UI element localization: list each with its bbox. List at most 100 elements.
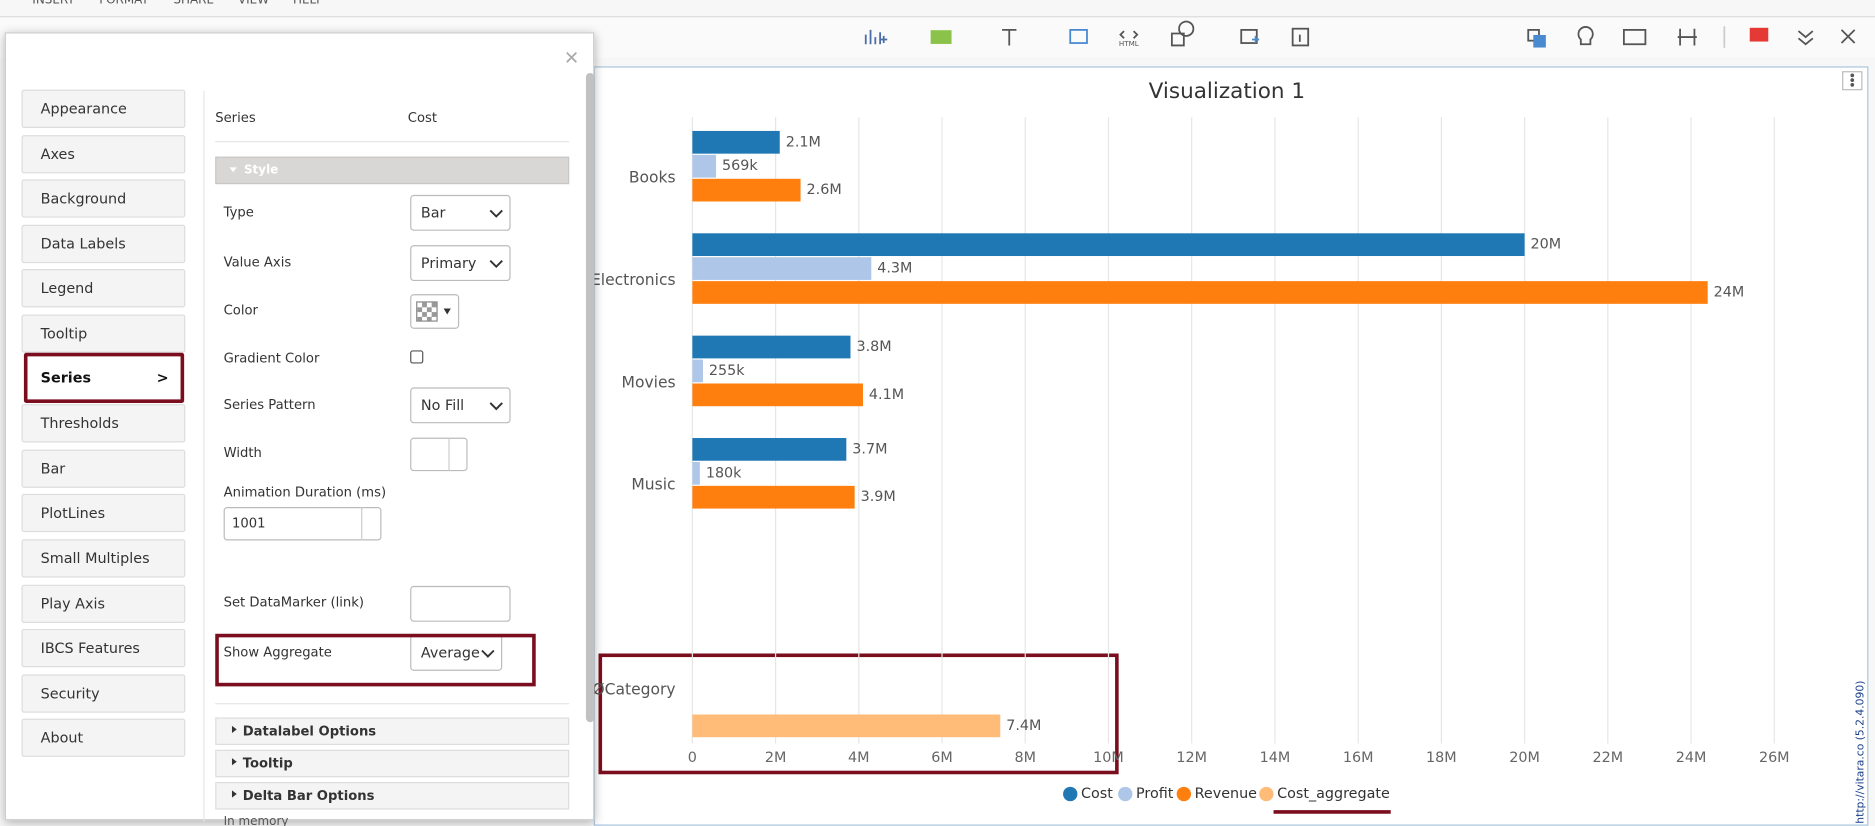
chart-title: Visualization 1 xyxy=(1149,79,1305,104)
legend-label: Profit xyxy=(1136,786,1174,802)
scrollbar xyxy=(585,72,595,723)
swatch-arrow xyxy=(443,308,451,315)
menu-item[interactable]: INSERT xyxy=(32,0,75,8)
text-input[interactable] xyxy=(410,585,511,622)
section-triangle xyxy=(231,725,237,734)
x-tick-label: 24M xyxy=(1676,750,1707,766)
separator xyxy=(215,141,570,143)
category-label: Electronics xyxy=(591,271,676,289)
bar xyxy=(692,461,700,485)
nav-button[interactable]: Bar xyxy=(21,449,186,488)
value-label: 569k xyxy=(722,158,758,174)
highlight-box xyxy=(215,633,536,687)
field-label: Animation Duration (ms) xyxy=(223,484,387,500)
x-tick-label: 8M xyxy=(1015,750,1036,766)
value-label: 7.4M xyxy=(1006,718,1041,734)
series-value: Cost xyxy=(407,110,438,126)
value-label: 3.8M xyxy=(856,339,891,355)
close-button[interactable] xyxy=(564,50,578,64)
section-triangle xyxy=(231,758,237,766)
value-label: 2.1M xyxy=(786,134,821,150)
field-label: Series Pattern xyxy=(223,397,316,413)
dropdown[interactable]: Average xyxy=(410,634,503,671)
value-label: 20M xyxy=(1531,237,1562,253)
value-label: 255k xyxy=(709,363,745,379)
bar xyxy=(692,485,855,509)
nav-button[interactable]: Play Axis xyxy=(21,584,186,623)
nav-button[interactable]: Security xyxy=(21,674,186,713)
x-tick-label: 6M xyxy=(931,750,952,766)
category-label: Music xyxy=(631,476,675,494)
collapsed-section[interactable]: Tooltip xyxy=(215,749,570,778)
menu-item[interactable]: VIEW xyxy=(237,0,270,8)
value-label: 24M xyxy=(1714,284,1745,300)
number-input[interactable] xyxy=(410,437,468,472)
number-input[interactable]: 1001 xyxy=(223,507,382,541)
x-tick-label: 22M xyxy=(1593,750,1624,766)
bar xyxy=(692,178,801,202)
legend-label: Revenue xyxy=(1195,786,1258,802)
nav-button[interactable]: Appearance xyxy=(21,89,186,128)
bar xyxy=(692,233,1525,257)
nav-button[interactable]: Tooltip xyxy=(21,314,186,353)
menu-item[interactable]: FORMAT xyxy=(99,0,149,8)
version-text: http://vitara.co (5.2.4.090) xyxy=(1854,681,1867,824)
legend-swatch xyxy=(1176,786,1192,802)
dropdown-arrow xyxy=(489,209,503,218)
x-tick-label: 16M xyxy=(1343,750,1374,766)
menu-item[interactable]: SHARE xyxy=(173,0,215,8)
section-triangle xyxy=(231,790,237,798)
legend-label: Cost xyxy=(1081,786,1113,802)
collapsed-section[interactable]: Delta Bar Options xyxy=(215,782,570,810)
bar xyxy=(692,257,872,280)
style-section[interactable]: Style xyxy=(215,156,570,185)
x-tick-label: 0 xyxy=(688,750,697,766)
x-tick-label: 14M xyxy=(1260,750,1291,766)
menu-item[interactable]: HELP xyxy=(292,0,324,8)
legend-swatch xyxy=(1259,786,1274,802)
style-triangle xyxy=(229,167,237,173)
legend-label: Cost_aggregate xyxy=(1277,786,1390,802)
series-label: Series xyxy=(215,110,256,126)
value-label: 4.1M xyxy=(869,387,904,403)
separator xyxy=(215,703,570,705)
x-tick-label: 18M xyxy=(1426,750,1457,766)
nav-button[interactable]: About xyxy=(21,719,186,758)
x-tick-label: 26M xyxy=(1759,750,1790,766)
nav-button[interactable]: Legend xyxy=(21,269,186,308)
spinner-divider xyxy=(448,437,450,472)
dropdown-arrow xyxy=(481,649,495,658)
bar xyxy=(692,130,780,154)
field-label: Type xyxy=(223,204,254,221)
x-tick-label: 2M xyxy=(765,750,786,766)
field-label: Set DataMarker (link) xyxy=(223,594,364,610)
nav-button[interactable]: Background xyxy=(21,179,186,218)
field-label: Color xyxy=(223,302,258,319)
field-label: Value Axis xyxy=(223,254,292,271)
value-label: 3.7M xyxy=(852,441,887,457)
nav-button[interactable]: PlotLines xyxy=(21,494,186,533)
divider xyxy=(203,90,205,822)
nav-button[interactable]: Axes xyxy=(21,134,186,173)
nav-button[interactable]: Data Labels xyxy=(21,224,186,263)
bar xyxy=(692,335,851,359)
nav-button[interactable]: Series xyxy=(23,352,185,403)
html-icon-label: HTML xyxy=(1119,39,1139,48)
collapsed-section[interactable]: Datalabel Options xyxy=(215,717,570,745)
field-label: Gradient Color xyxy=(223,350,320,366)
bar xyxy=(692,714,1001,738)
nav-button[interactable]: Thresholds xyxy=(21,404,186,443)
bar xyxy=(692,359,703,383)
toolbar-icons xyxy=(864,20,1863,91)
bar xyxy=(692,438,847,461)
dropdown-arrow xyxy=(489,402,503,411)
footer-text: In memory xyxy=(223,815,289,826)
checkbox[interactable] xyxy=(410,350,424,364)
nav-button[interactable]: Small Multiples xyxy=(21,539,186,578)
value-label: 180k xyxy=(706,465,742,481)
nav-button[interactable]: IBCS Features xyxy=(21,629,186,668)
x-tick-label: 4M xyxy=(848,750,869,766)
